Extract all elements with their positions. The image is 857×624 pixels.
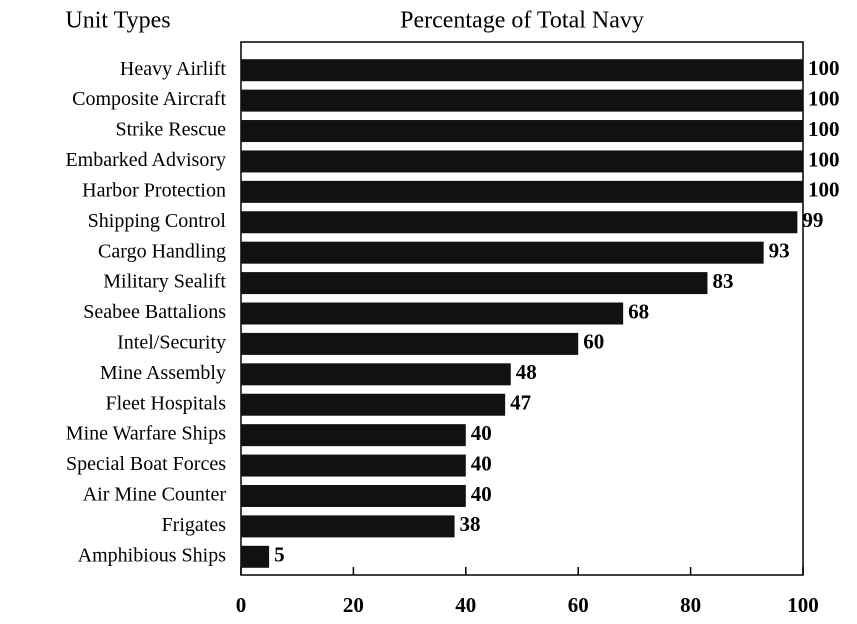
y-tick-label: Air Mine Counter bbox=[83, 484, 227, 506]
value-label: 47 bbox=[510, 391, 531, 415]
bar bbox=[241, 59, 803, 82]
bar bbox=[241, 484, 466, 507]
y-tick-label: Heavy Airlift bbox=[120, 58, 227, 80]
y-tick-label: Military Sealift bbox=[103, 271, 226, 293]
chart-title: Percentage of Total Navy bbox=[400, 8, 644, 34]
bar bbox=[241, 272, 708, 295]
bar bbox=[241, 393, 506, 416]
value-label: 93 bbox=[769, 238, 790, 262]
bar bbox=[241, 424, 466, 447]
value-label: 100 bbox=[808, 147, 840, 171]
bar bbox=[241, 211, 798, 234]
x-tick-label: 20 bbox=[343, 593, 364, 617]
bar bbox=[241, 180, 803, 203]
y-tick-label: Intel/Security bbox=[117, 332, 226, 354]
y-tick-label: Mine Warfare Ships bbox=[66, 423, 226, 445]
bar bbox=[241, 89, 803, 112]
value-label: 100 bbox=[808, 86, 840, 110]
x-tick-label: 0 bbox=[236, 593, 247, 617]
bar bbox=[241, 363, 511, 386]
y-tick-label: Harbor Protection bbox=[82, 179, 226, 201]
value-label: 48 bbox=[516, 360, 537, 384]
value-label: 60 bbox=[583, 330, 604, 354]
value-label: 5 bbox=[274, 543, 285, 567]
value-label: 40 bbox=[471, 482, 492, 506]
x-tick-label: 40 bbox=[455, 593, 476, 617]
y-tick-label: Fleet Hospitals bbox=[105, 392, 226, 414]
value-label: 40 bbox=[471, 421, 492, 445]
bar bbox=[241, 454, 466, 477]
value-label: 40 bbox=[471, 451, 492, 475]
value-label: 99 bbox=[802, 208, 823, 232]
bar bbox=[241, 241, 764, 264]
bar bbox=[241, 302, 624, 325]
bar bbox=[241, 332, 579, 355]
value-label: 68 bbox=[628, 299, 649, 323]
y-axis-label: Unit Types bbox=[65, 8, 170, 34]
y-tick-label: Frigates bbox=[162, 514, 227, 536]
x-tick-label: 100 bbox=[787, 593, 819, 617]
bar bbox=[241, 545, 270, 568]
value-label: 100 bbox=[808, 56, 840, 80]
bar bbox=[241, 150, 803, 173]
bar bbox=[241, 515, 455, 538]
x-tick-label: 80 bbox=[680, 593, 701, 617]
value-label: 83 bbox=[712, 269, 733, 293]
y-tick-label: Strike Rescue bbox=[115, 119, 226, 141]
y-tick-label: Special Boat Forces bbox=[66, 453, 226, 475]
y-tick-label: Cargo Handling bbox=[98, 240, 226, 262]
x-tick-label: 60 bbox=[568, 593, 589, 617]
y-tick-label: Shipping Control bbox=[88, 210, 227, 232]
y-tick-label: Mine Assembly bbox=[100, 362, 226, 384]
y-tick-label: Seabee Battalions bbox=[83, 301, 226, 323]
y-tick-label: Composite Aircraft bbox=[72, 88, 226, 110]
y-tick-label: Embarked Advisory bbox=[65, 149, 226, 171]
value-label: 38 bbox=[460, 512, 481, 536]
y-tick-label: Amphibious Ships bbox=[78, 544, 227, 566]
value-label: 100 bbox=[808, 117, 840, 141]
bar bbox=[241, 120, 803, 143]
value-label: 100 bbox=[808, 178, 840, 202]
